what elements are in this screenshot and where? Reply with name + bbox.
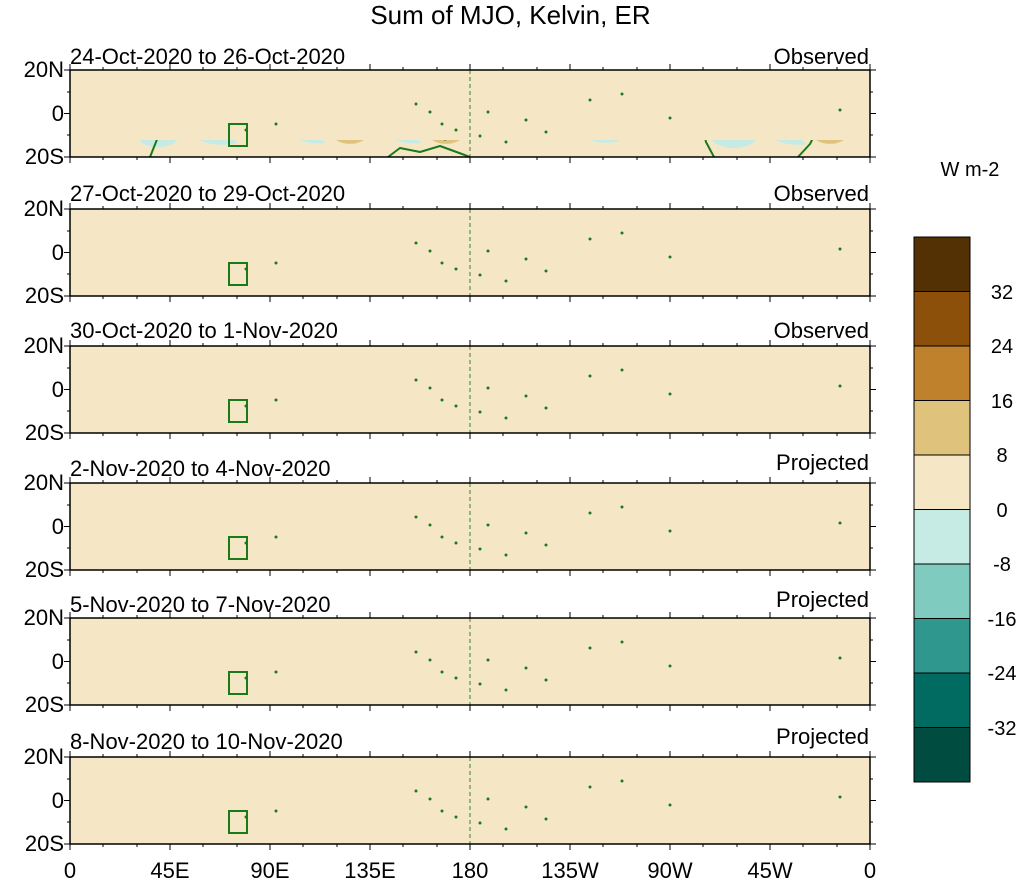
lat-label-20s: 20S: [24, 692, 64, 717]
panel-6-kind: Projected: [776, 724, 869, 749]
map-panel-2: [63, 202, 877, 303]
lat-label-0: 0: [51, 514, 64, 539]
colorbar-swatch: [913, 563, 971, 619]
lat-label-20n: 20N: [23, 605, 64, 630]
colorbar-swatch: [913, 236, 971, 292]
lat-label-20s: 20S: [24, 420, 64, 445]
lon-label-0-end: 0: [863, 858, 877, 883]
lat-label-20n: 20N: [23, 57, 64, 82]
figure-title: Sum of MJO, Kelvin, ER: [370, 0, 651, 30]
panel-5-kind: Projected: [776, 587, 869, 612]
colorbar-swatch: [913, 400, 971, 456]
panel-4-date: 2-Nov-2020 to 4-Nov-2020: [70, 456, 331, 481]
lat-label-0: 0: [51, 649, 64, 674]
panel-2-date: 27-Oct-2020 to 29-Oct-2020: [70, 181, 346, 206]
colorbar-label-0: 0: [996, 500, 1008, 522]
lat-label-20s: 20S: [24, 283, 64, 308]
lat-label-20n: 20N: [23, 470, 64, 495]
panel-2-kind: Observed: [773, 181, 869, 206]
lon-label-90w: 90W: [647, 858, 693, 883]
lon-label-45e: 45E: [150, 858, 190, 883]
lon-label-180: 180: [451, 858, 489, 883]
lon-label-135w: 135W: [541, 858, 599, 883]
map-panel-1: [63, 63, 877, 164]
map-panel-6: [63, 750, 877, 851]
colorbar-unit: W m-2: [940, 159, 1000, 181]
anomaly-blob: [199, 140, 245, 145]
map-panel-4: [63, 476, 877, 577]
lat-label-0: 0: [51, 377, 64, 402]
lat-label-20n: 20N: [23, 333, 64, 358]
anomaly-blob: [590, 140, 622, 143]
panel-3-kind: Observed: [773, 318, 869, 343]
panel-6-date: 8-Nov-2020 to 10-Nov-2020: [70, 729, 343, 754]
colorbar-swatch: [913, 291, 971, 347]
colorbar-swatch: [913, 727, 971, 783]
anomaly-blob: [140, 140, 178, 148]
colorbar-label-16: 16: [990, 391, 1014, 413]
panel-5-date: 5-Nov-2020 to 7-Nov-2020: [70, 592, 331, 617]
colorbar-swatch: [913, 672, 971, 728]
anomaly-core: [336, 140, 364, 144]
lat-label-0: 0: [51, 240, 64, 265]
colorbar-label-m16: -16: [987, 609, 1017, 631]
lat-label-0: 0: [51, 101, 64, 126]
lat-label-0: 0: [51, 788, 64, 813]
lat-label-20s: 20S: [24, 557, 64, 582]
lon-label-0: 0: [63, 858, 77, 883]
colorbar-label-m8: -8: [993, 554, 1011, 576]
anomaly-field-1: [140, 140, 858, 151]
panel-1-date: 24-Oct-2020 to 26-Oct-2020: [70, 44, 346, 69]
anomaly-blob: [711, 140, 757, 149]
lon-label-135e: 135E: [344, 858, 396, 883]
anomaly-blob: [617, 140, 659, 148]
colorbar-label-m24: -24: [987, 663, 1017, 685]
colorbar-label-32: 32: [990, 282, 1014, 304]
anomaly-core: [816, 140, 844, 144]
anomaly-blob: [322, 140, 378, 151]
panel-4-kind: Projected: [776, 450, 869, 475]
map-panel-3: [63, 339, 877, 440]
lat-label-20n: 20N: [23, 744, 64, 769]
anomaly-blob: [802, 140, 858, 151]
colorbar-swatch: [913, 509, 971, 565]
colorbar-label-24: 24: [990, 336, 1014, 358]
colorbar-swatch: [913, 618, 971, 674]
colorbar-label-m32: -32: [987, 718, 1017, 740]
colorbar: [913, 236, 971, 783]
lon-label-45w: 45W: [747, 858, 793, 883]
lat-label-20s: 20S: [24, 831, 64, 856]
lat-label-20s: 20S: [24, 144, 64, 169]
anomaly-core: [432, 140, 460, 144]
lon-label-90e: 90E: [250, 858, 290, 883]
anomaly-blob: [516, 140, 568, 150]
colorbar-label-8: 8: [996, 445, 1008, 467]
lat-label-20n: 20N: [23, 196, 64, 221]
map-panel-5: [63, 611, 877, 712]
panel-1-kind: Observed: [773, 44, 869, 69]
colorbar-swatch: [913, 454, 971, 510]
panel-3-date: 30-Oct-2020 to 1-Nov-2020: [70, 318, 338, 343]
colorbar-swatch: [913, 345, 971, 401]
